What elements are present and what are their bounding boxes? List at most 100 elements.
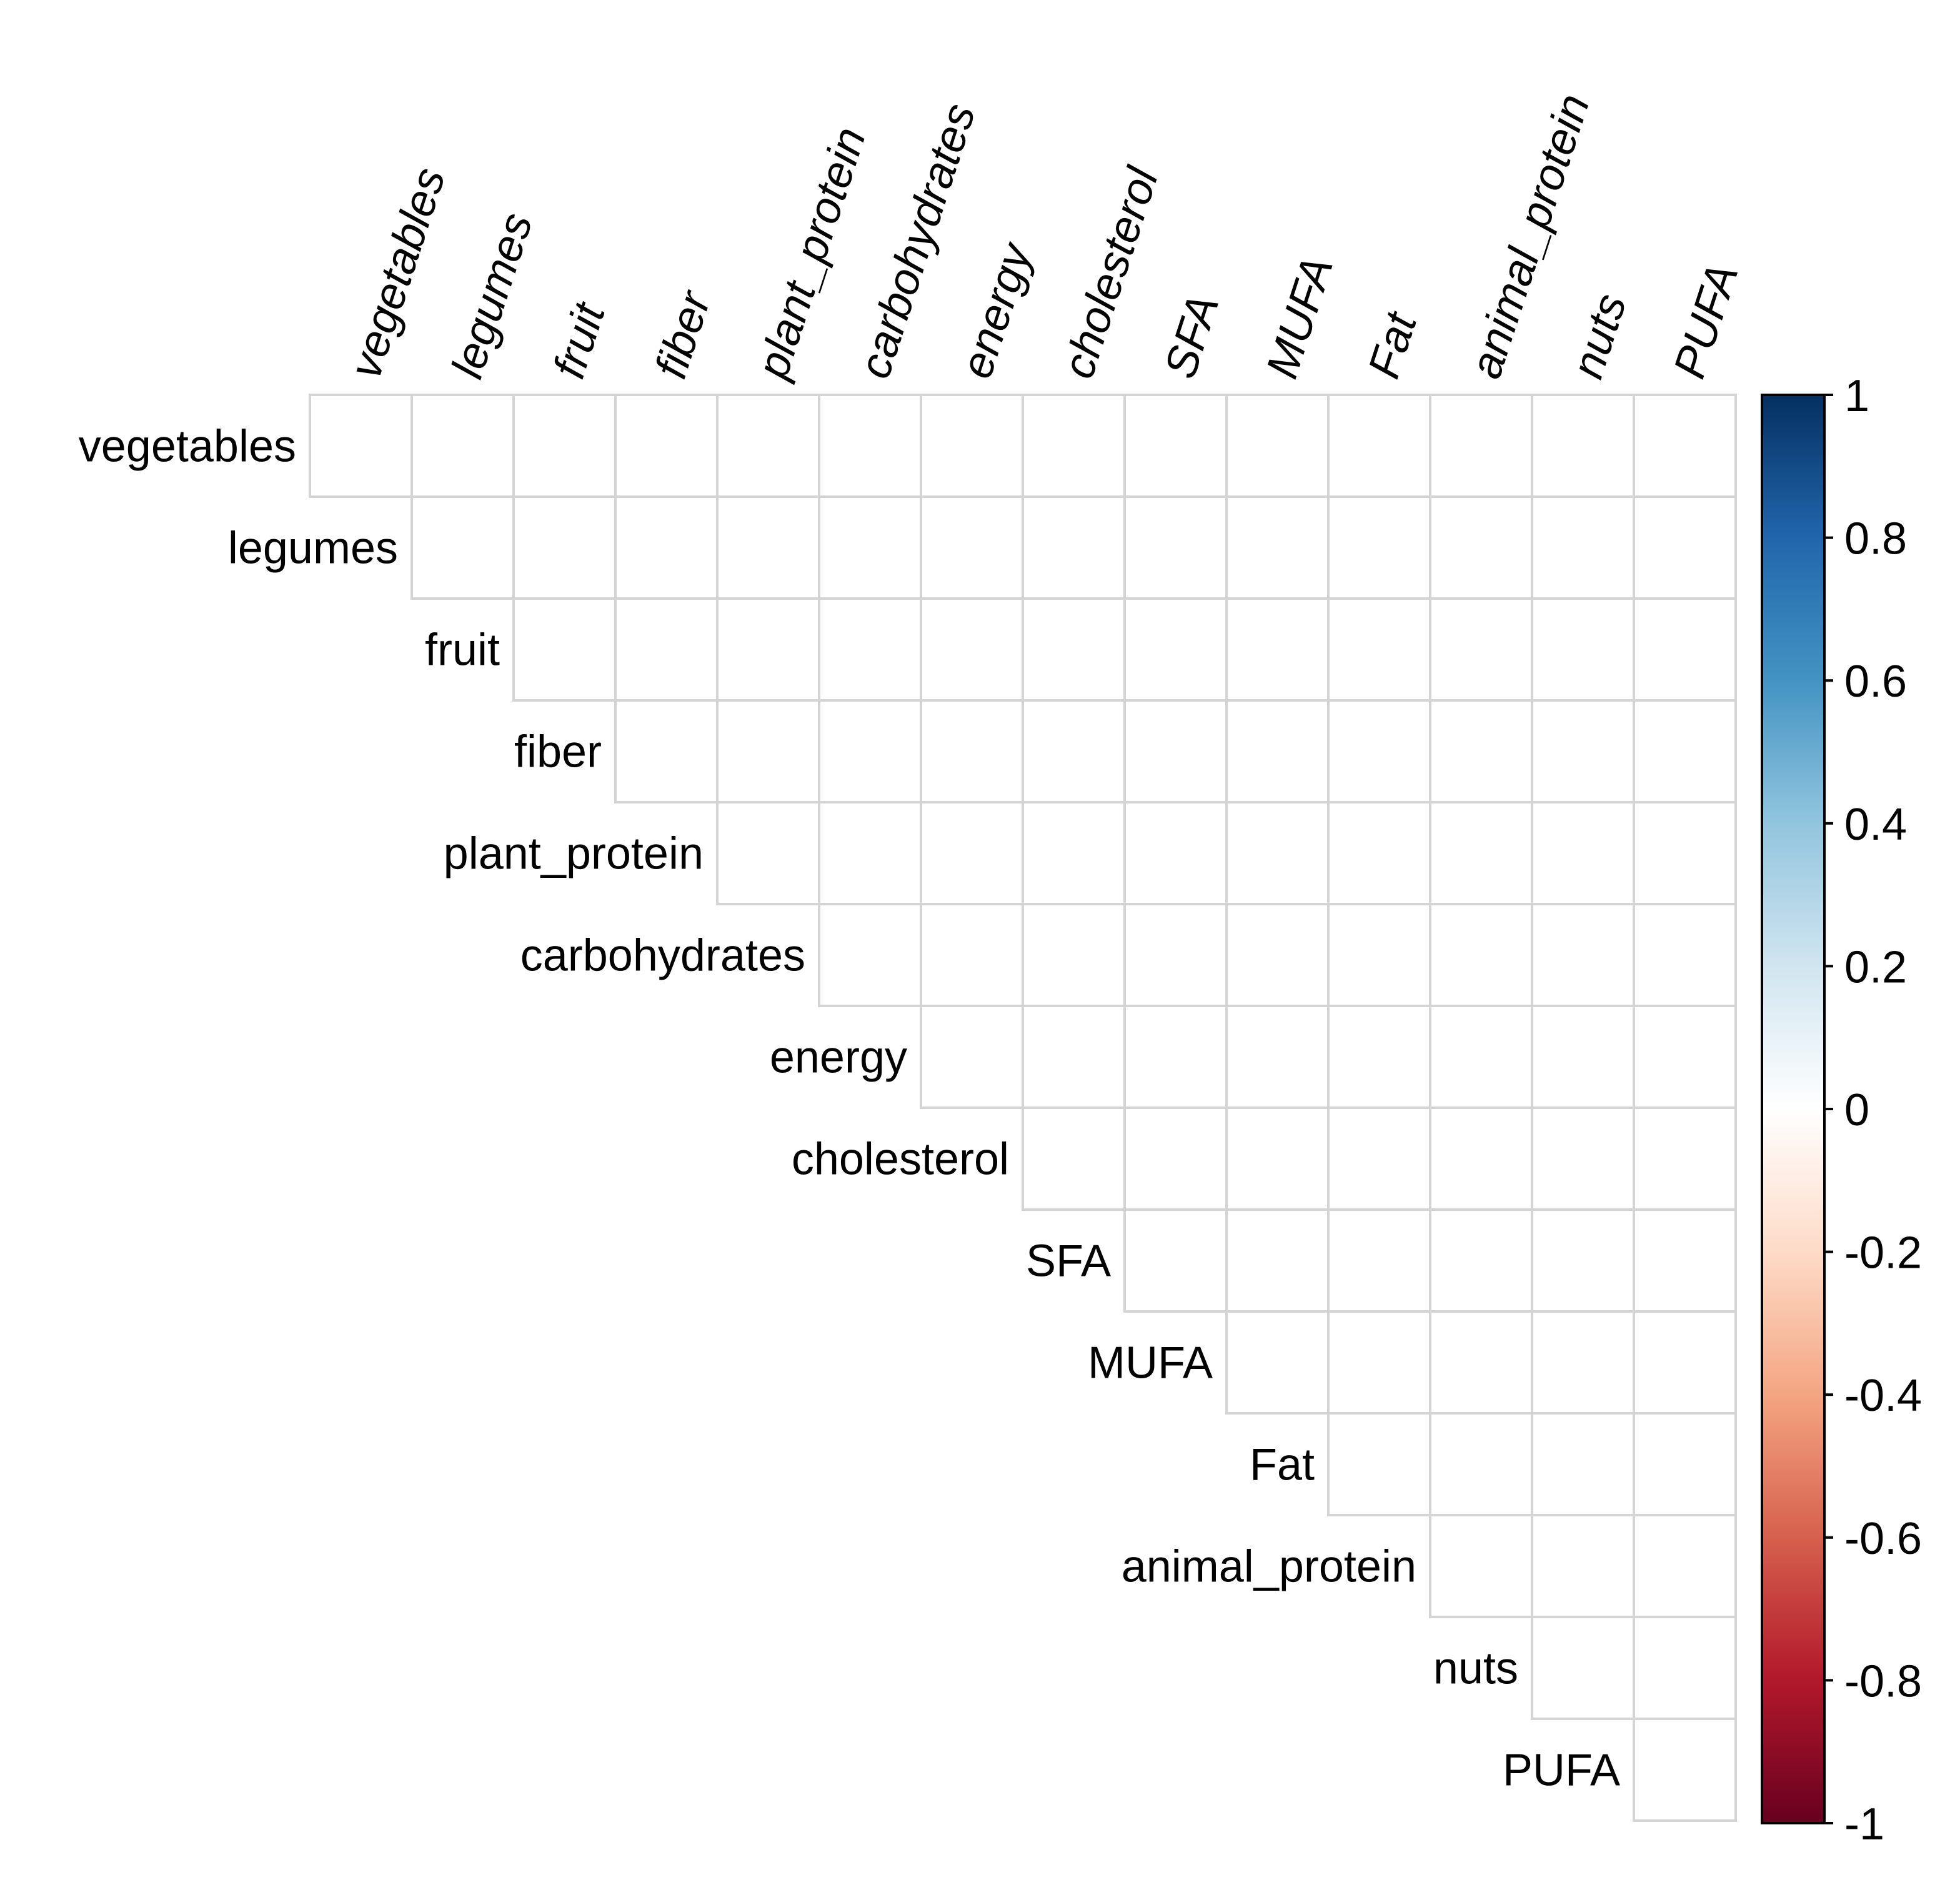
cell-fruit-carbohydrates <box>818 597 922 702</box>
row-label-pufa: PUFA <box>1503 1746 1620 1796</box>
cell-energy-fat <box>1327 1005 1431 1109</box>
col-label-vegetables: vegetables <box>341 162 455 384</box>
cell-plant-protein-plant-protein <box>716 801 820 905</box>
col-label-nuts: nuts <box>1563 288 1636 384</box>
cell-legumes-fruit <box>512 495 617 600</box>
cell-carbohydrates-mufa <box>1225 903 1330 1007</box>
cell-energy-cholesterol <box>1022 1005 1126 1109</box>
colorbar: 1 0.8 0.6 0.4 0.2 0 -0.2 -0.4 -0.6 -0.8 -1 <box>1761 371 1922 1849</box>
cell-legumes-animal-protein <box>1429 495 1533 600</box>
col-label-cholesterol: cholesterol <box>1053 161 1168 384</box>
cell-animal-protein-nuts <box>1531 1514 1635 1618</box>
cell-plant-protein-nuts <box>1531 801 1635 905</box>
cell-legumes-mufa <box>1225 495 1330 600</box>
cell-animal-protein-animal-protein <box>1429 1514 1533 1618</box>
cell-vegetables-animal-protein <box>1429 394 1533 498</box>
cell-plant-protein-energy <box>920 801 1024 905</box>
col-label-fruit: fruit <box>544 296 615 384</box>
cell-legumes-legumes <box>410 495 515 600</box>
col-label-fat: Fat <box>1359 305 1427 384</box>
cell-cholesterol-sfa <box>1123 1107 1228 1211</box>
cell-vegetables-carbohydrates <box>818 394 922 498</box>
cell-sfa-pufa <box>1633 1208 1737 1313</box>
cell-vegetables-sfa <box>1123 394 1228 498</box>
cell-fruit-animal-protein <box>1429 597 1533 702</box>
col-label-fiber: fiber <box>646 284 721 384</box>
cell-vegetables-plant-protein <box>716 394 820 498</box>
cell-plant-protein-carbohydrates <box>818 801 922 905</box>
cell-mufa-animal-protein <box>1429 1310 1533 1415</box>
cell-carbohydrates-energy <box>920 903 1024 1007</box>
cell-fruit-fat <box>1327 597 1431 702</box>
colorbar-tick-label: -0.4 <box>1844 1371 1922 1421</box>
col-label-legumes: legumes <box>442 207 542 384</box>
row-label-nuts: nuts <box>1433 1644 1518 1694</box>
cell-legumes-energy <box>920 495 1024 600</box>
cell-plant-protein-sfa <box>1123 801 1228 905</box>
cell-sfa-nuts <box>1531 1208 1635 1313</box>
cell-fiber-sfa <box>1123 699 1228 803</box>
cell-fat-pufa <box>1633 1412 1737 1516</box>
cell-carbohydrates-carbohydrates <box>818 903 922 1007</box>
cell-fat-animal-protein <box>1429 1412 1533 1516</box>
cell-vegetables-pufa <box>1633 394 1737 498</box>
colorbar-tick-label: 0.4 <box>1844 800 1907 850</box>
cell-legumes-cholesterol <box>1022 495 1126 600</box>
cell-plant-protein-pufa <box>1633 801 1737 905</box>
cell-fruit-fiber <box>614 597 719 702</box>
cell-carbohydrates-fat <box>1327 903 1431 1007</box>
colorbar-tick-label: 0.2 <box>1844 942 1907 992</box>
cell-fiber-animal-protein <box>1429 699 1533 803</box>
colorbar-tick-label: -0.2 <box>1844 1228 1922 1278</box>
cell-legumes-fiber <box>614 495 719 600</box>
cell-cholesterol-cholesterol <box>1022 1107 1126 1211</box>
colorbar-tick-label: -0.8 <box>1844 1656 1922 1706</box>
cell-fiber-fiber <box>614 699 719 803</box>
row-label-cholesterol: cholesterol <box>792 1135 1009 1185</box>
col-label-sfa: SFA <box>1155 289 1229 384</box>
cell-fruit-pufa <box>1633 597 1737 702</box>
cell-energy-energy <box>920 1005 1024 1109</box>
cell-vegetables-vegetables <box>309 394 413 498</box>
cell-plant-protein-mufa <box>1225 801 1330 905</box>
cell-fiber-mufa <box>1225 699 1330 803</box>
cell-energy-sfa <box>1123 1005 1228 1109</box>
cell-fat-nuts <box>1531 1412 1635 1516</box>
row-label-legumes: legumes <box>228 524 398 574</box>
cell-fiber-pufa <box>1633 699 1737 803</box>
row-label-plant-protein: plant_protein <box>444 829 704 879</box>
row-label-animal-protein: animal_protein <box>1122 1542 1416 1592</box>
cell-fruit-energy <box>920 597 1024 702</box>
cell-legumes-pufa <box>1633 495 1737 600</box>
row-labels: vegetables legumes fruit fiber plant_protein… <box>79 422 1620 1796</box>
row-label-energy: energy <box>770 1033 907 1083</box>
cell-sfa-sfa <box>1123 1208 1228 1313</box>
colorbar-tick-label: 0.6 <box>1844 657 1907 707</box>
cell-legumes-carbohydrates <box>818 495 922 600</box>
cell-vegetables-energy <box>920 394 1024 498</box>
colorbar-tick-label: 1 <box>1844 371 1869 421</box>
cell-energy-nuts <box>1531 1005 1635 1109</box>
cell-fruit-sfa <box>1123 597 1228 702</box>
cell-mufa-fat <box>1327 1310 1431 1415</box>
cell-fruit-cholesterol <box>1022 597 1126 702</box>
cell-fat-fat <box>1327 1412 1431 1516</box>
cell-vegetables-fruit <box>512 394 617 498</box>
colorbar-tick-label: -0.6 <box>1844 1514 1922 1564</box>
cell-fiber-nuts <box>1531 699 1635 803</box>
cell-legumes-fat <box>1327 495 1431 600</box>
cell-fiber-energy <box>920 699 1024 803</box>
cell-fiber-plant-protein <box>716 699 820 803</box>
row-label-vegetables: vegetables <box>79 422 296 472</box>
colorbar-tick-label: 0.8 <box>1844 514 1907 564</box>
cell-fiber-carbohydrates <box>818 699 922 803</box>
cell-cholesterol-animal-protein <box>1429 1107 1533 1211</box>
cell-legumes-nuts <box>1531 495 1635 600</box>
row-label-fruit: fruit <box>425 625 500 675</box>
cell-pufa-pufa <box>1633 1718 1737 1822</box>
cell-fruit-plant-protein <box>716 597 820 702</box>
cell-nuts-pufa <box>1633 1616 1737 1720</box>
cell-vegetables-fat <box>1327 394 1431 498</box>
